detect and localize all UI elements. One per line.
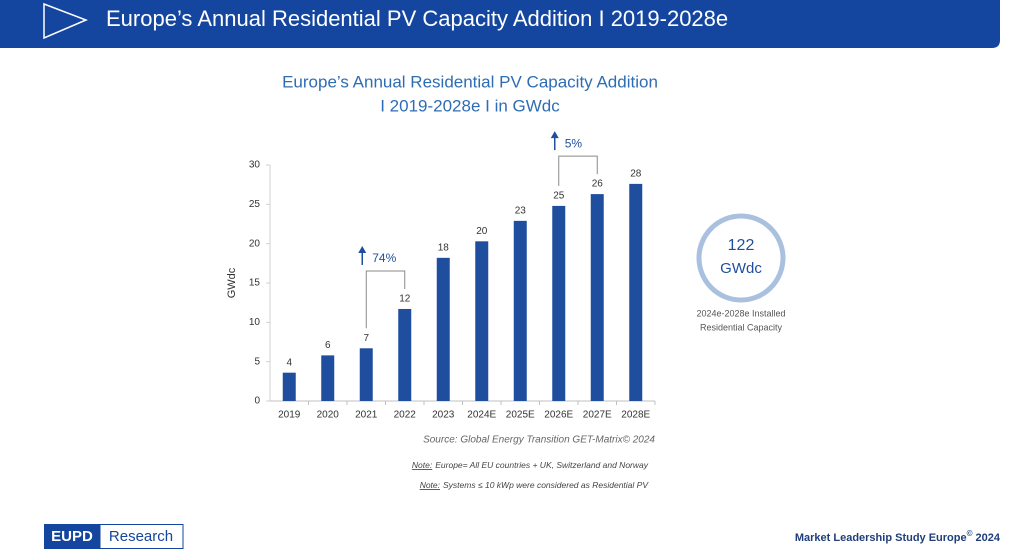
x-tick-label: 2021 [355,410,378,421]
x-tick-label: 2019 [278,410,301,421]
callout-caption: 2024e-2028e Installed [696,308,785,318]
annotation-bracket [365,270,406,329]
chart-title: Europe’s Annual Residential PV Capacity … [282,72,658,91]
header-icon [43,2,88,40]
bar [629,183,643,401]
value-label: 18 [438,242,450,253]
bar [359,348,373,401]
value-label: 20 [476,226,488,237]
callout-ring [696,213,786,303]
logo-box [99,524,184,549]
value-label: 26 [592,179,604,190]
footer-study: Market Leadership Study Europe© 2024 [795,529,1001,544]
source: Source: Global Energy Transition GET-Mat… [423,435,655,446]
y-tick-label: 10 [249,317,261,328]
annotation-bracket [558,155,598,186]
y-tick-label: 0 [254,396,260,407]
y-tick-label: 20 [249,238,261,249]
x-tick-label: 2026E [544,410,573,421]
bar [552,205,566,401]
logo-text: EUPD [51,528,93,545]
bar [282,372,296,401]
annotation-arrowhead [550,131,559,139]
bar [398,308,412,401]
y-tick-label: 25 [249,199,261,210]
x-tick-label: 2025E [506,410,535,421]
bar [436,257,450,401]
x-tick-label: 2020 [317,410,340,421]
note: Note: Europe= All EU countries + UK, Swit… [412,460,649,470]
value-label: 6 [325,340,331,351]
y-tick-label: 15 [249,278,261,289]
value-label: 12 [399,294,411,305]
annotation: 5% [565,136,583,150]
logo-box [44,524,100,549]
callout-unit: GWdc [720,260,762,277]
note: Note: Systems ≤ 10 kWp were considered as… [420,480,650,490]
value-label: 4 [286,357,292,368]
x-tick-label: 2028E [621,410,650,421]
y-axis-label: GWdc [226,267,238,298]
logo-text: Research [109,528,173,545]
header-title: Europe’s Annual Residential PV Capacity … [106,6,728,31]
y-tick-label: 30 [249,160,261,171]
footer-study-name: Market Leadership Study Europe [795,532,967,544]
x-tick-label: 2022 [394,410,417,421]
note-label: Note: [420,480,441,490]
callout-caption: Residential Capacity [700,322,783,332]
header-bar [0,0,1000,48]
x-tick-label: 2027E [583,410,612,421]
x-tick-label: 2023 [432,410,455,421]
value-label: 7 [363,333,369,344]
bar [321,355,335,401]
footer-mark: © [967,529,973,538]
note-text: Systems ≤ 10 kWp were considered as Resi… [443,480,649,490]
bar [513,220,527,401]
note-text: Europe= All EU countries + UK, Switzerla… [435,460,649,470]
value-label: 23 [515,205,527,216]
annotation: 74% [372,251,396,265]
y-tick-label: 5 [254,356,260,367]
callout-value: 122 [728,237,755,254]
note-label: Note: [412,460,433,470]
bar [590,194,604,401]
chart-title: I 2019-2028e I in GWdc [380,96,560,115]
x-tick-label: 2024E [467,410,496,421]
annotation-arrowhead [358,245,367,253]
value-label: 25 [553,191,565,202]
footer-year: 2024 [976,532,1001,544]
bar [475,241,489,401]
value-label: 28 [630,169,642,180]
